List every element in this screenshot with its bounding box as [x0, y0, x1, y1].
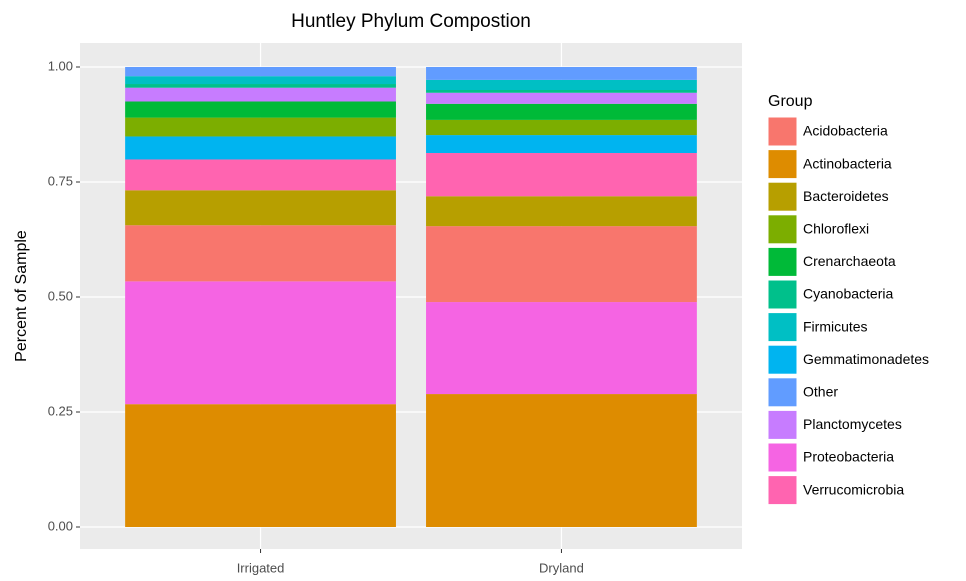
legend-key: [767, 344, 798, 375]
bar-segment: [125, 281, 396, 405]
y-axis-title: Percent of Sample: [13, 230, 30, 362]
bar-segment: [426, 226, 697, 303]
legend-label: Acidobacteria: [803, 123, 888, 139]
legend-title: Group: [768, 93, 813, 110]
x-tick-label: Irrigated: [237, 560, 285, 575]
bar-segment: [125, 190, 396, 226]
legend-key: [767, 475, 798, 506]
bar-segment: [426, 196, 697, 227]
bar-segment: [125, 67, 396, 77]
bar-segment: [426, 67, 697, 80]
bar-segment: [426, 302, 697, 395]
bar-segment: [426, 90, 697, 93]
x-tick-label: Dryland: [539, 560, 584, 575]
bar-segment: [426, 153, 697, 197]
legend-label: Bacteroidetes: [803, 188, 889, 204]
legend-label: Cyanobacteria: [803, 286, 893, 302]
y-tick-label: 1.00: [48, 58, 73, 73]
bar-segment: [426, 79, 697, 90]
legend-key: [767, 246, 798, 277]
legend-label: Planctomycetes: [803, 416, 902, 432]
legend-key: [767, 409, 798, 440]
legend-key: [767, 116, 798, 147]
legend-label: Verrucomicrobia: [803, 481, 904, 497]
bar-segment: [125, 117, 396, 137]
legend-label: Proteobacteria: [803, 449, 894, 465]
legend-key: [767, 312, 798, 343]
bar-segment: [125, 404, 396, 527]
bar-segment: [426, 135, 697, 154]
bar-segment: [125, 225, 396, 282]
bar-segment: [426, 119, 697, 136]
bar-segment: [125, 159, 396, 191]
y-tick-label: 0.50: [48, 288, 73, 303]
legend-label: Other: [803, 384, 838, 400]
legend-key: [767, 181, 798, 212]
bar-segment: [125, 101, 396, 118]
bar-segment: [125, 136, 396, 160]
legend-key: [767, 442, 798, 473]
y-tick-label: 0.25: [48, 403, 73, 418]
legend-key: [767, 214, 798, 245]
legend-label: Actinobacteria: [803, 155, 892, 171]
legend-label: Firmicutes: [803, 318, 868, 334]
legend-label: Gemmatimonadetes: [803, 351, 929, 367]
bar-segment: [426, 92, 697, 104]
bar-segment: [125, 84, 396, 88]
bar-segment: [426, 394, 697, 527]
bar-segment: [125, 87, 396, 102]
legend-key: [767, 377, 798, 408]
y-tick-label: 0.75: [48, 173, 73, 188]
chart-title: Huntley Phylum Compostion: [291, 11, 531, 32]
bar-segment: [125, 76, 396, 85]
bar-segment: [426, 103, 697, 120]
legend-label: Chloroflexi: [803, 221, 869, 237]
y-tick-label: 0.00: [48, 518, 73, 533]
legend-key: [767, 279, 798, 310]
legend-key: [767, 149, 798, 180]
legend-label: Crenarchaeota: [803, 253, 896, 269]
